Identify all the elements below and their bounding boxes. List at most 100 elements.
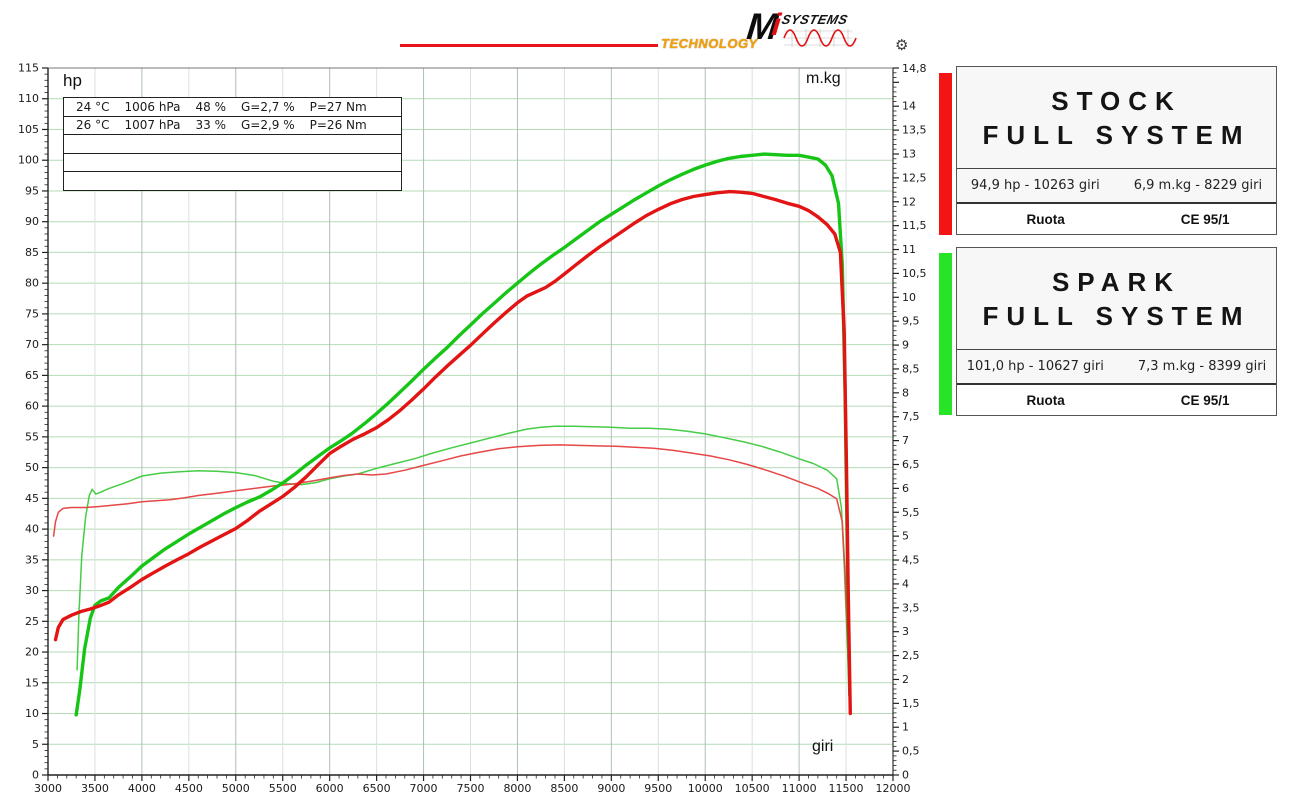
- svg-text:9500: 9500: [644, 782, 672, 795]
- svg-text:12000: 12000: [876, 782, 911, 795]
- brand-logo: M i SYSTEMS ⚙: [745, 6, 909, 54]
- env-row-4: [64, 152, 401, 172]
- svg-text:90: 90: [25, 215, 39, 228]
- svg-text:5000: 5000: [222, 782, 250, 795]
- x-axis-title: giri: [812, 738, 834, 755]
- svg-text:8000: 8000: [503, 782, 531, 795]
- svg-text:105: 105: [18, 123, 39, 136]
- svg-text:11: 11: [902, 243, 916, 256]
- svg-text:0,5: 0,5: [902, 745, 920, 758]
- curve-stock-torque: [52, 444, 851, 705]
- svg-text:8: 8: [902, 386, 909, 399]
- env-cell: 26 °C: [76, 118, 110, 133]
- env-cell: G=2,9 %: [240, 118, 295, 133]
- spark-footer-norm: CE 95/1: [1180, 392, 1230, 408]
- stock-footer-norm: CE 95/1: [1180, 211, 1230, 227]
- env-row-1: 24 °C 1006 hPa 48 % G=2,7 % P=27 Nm: [64, 98, 401, 116]
- svg-text:5,5: 5,5: [902, 506, 920, 519]
- spark-accent-bar: [939, 253, 952, 415]
- svg-text:10,5: 10,5: [902, 267, 927, 280]
- svg-text:30: 30: [25, 584, 39, 597]
- svg-text:3500: 3500: [81, 782, 109, 795]
- curve-spark-torque: [76, 425, 850, 671]
- svg-text:6: 6: [902, 482, 909, 495]
- svg-text:65: 65: [25, 369, 39, 382]
- svg-text:115: 115: [18, 62, 39, 75]
- svg-text:3,5: 3,5: [902, 601, 920, 614]
- svg-text:9000: 9000: [597, 782, 625, 795]
- env-cell: G=2,7 %: [240, 99, 295, 114]
- svg-text:10000: 10000: [688, 782, 723, 795]
- env-cell: 1006 hPa: [124, 99, 181, 114]
- svg-text:6500: 6500: [363, 782, 391, 795]
- svg-text:0: 0: [32, 769, 39, 782]
- svg-text:40: 40: [25, 523, 39, 536]
- svg-text:4: 4: [902, 577, 909, 590]
- svg-text:11,5: 11,5: [902, 219, 927, 232]
- right-axis-title: m.kg: [806, 70, 841, 87]
- gear-icon: ⚙: [895, 37, 909, 54]
- svg-text:11000: 11000: [782, 782, 817, 795]
- stock-card-title: STOCK FULL SYSTEM: [957, 67, 1276, 168]
- env-row-5: [64, 171, 401, 190]
- svg-text:1: 1: [902, 721, 909, 734]
- svg-text:4500: 4500: [175, 782, 203, 795]
- svg-text:20: 20: [25, 646, 39, 659]
- svg-text:10: 10: [902, 291, 916, 304]
- env-cell: 33 %: [195, 118, 226, 133]
- svg-text:5500: 5500: [269, 782, 297, 795]
- svg-text:14,8: 14,8: [902, 62, 927, 75]
- svg-text:6,5: 6,5: [902, 458, 920, 471]
- svg-text:7500: 7500: [457, 782, 485, 795]
- svg-text:4000: 4000: [128, 782, 156, 795]
- stock-peak-torque: 6,9 m.kg - 8229 giri: [1133, 178, 1263, 193]
- svg-text:45: 45: [25, 492, 39, 505]
- svg-text:85: 85: [25, 246, 39, 259]
- svg-text:110: 110: [18, 92, 39, 105]
- svg-text:7000: 7000: [410, 782, 438, 795]
- environment-data-table: 24 °C 1006 hPa 48 % G=2,7 % P=27 Nm 26 °C 1007…: [63, 97, 402, 191]
- stock-card-stats: 94,9 hp - 10263 giri 6,9 m.kg - 8229 gir…: [957, 168, 1276, 202]
- svg-text:80: 80: [25, 277, 39, 290]
- spark-card-title: SPARK FULL SYSTEM: [957, 248, 1276, 349]
- curve-stock-hp: [53, 189, 852, 716]
- svg-text:50: 50: [25, 461, 39, 474]
- spark-peak-torque: 7,3 m.kg - 8399 giri: [1137, 359, 1267, 374]
- curve-spark-hp: [74, 152, 852, 717]
- env-row-3: [64, 134, 401, 153]
- svg-text:3000: 3000: [34, 782, 62, 795]
- svg-text:60: 60: [25, 400, 39, 413]
- svg-text:5: 5: [32, 738, 39, 751]
- svg-text:3: 3: [902, 625, 909, 638]
- svg-text:7,5: 7,5: [902, 410, 920, 423]
- svg-text:7: 7: [902, 434, 909, 447]
- svg-text:9,5: 9,5: [902, 315, 920, 328]
- left-axis-title: hp: [63, 71, 82, 90]
- svg-text:13: 13: [902, 147, 916, 160]
- svg-text:1,5: 1,5: [902, 697, 920, 710]
- stock-title-line1: STOCK: [1051, 85, 1182, 116]
- spark-title-line2: FULL SYSTEM: [982, 300, 1251, 331]
- svg-text:55: 55: [25, 430, 39, 443]
- svg-text:11500: 11500: [829, 782, 864, 795]
- env-cell: 1007 hPa: [124, 118, 181, 133]
- env-cell: P=26 Nm: [309, 118, 367, 133]
- svg-text:4,5: 4,5: [902, 554, 920, 567]
- logo-underline: [400, 44, 658, 47]
- svg-text:14: 14: [902, 100, 916, 113]
- spark-footer-ruota: Ruota: [1026, 392, 1065, 408]
- svg-text:8,5: 8,5: [902, 362, 920, 375]
- svg-text:0: 0: [902, 769, 909, 782]
- spark-card-footer: Ruota CE 95/1: [957, 383, 1276, 415]
- svg-text:15: 15: [25, 676, 39, 689]
- spark-title-line1: SPARK: [1051, 266, 1182, 297]
- env-cell: 24 °C: [76, 99, 110, 114]
- svg-text:12,5: 12,5: [902, 171, 927, 184]
- svg-text:6000: 6000: [316, 782, 344, 795]
- svg-text:2: 2: [902, 673, 909, 686]
- spark-legend-card: SPARK FULL SYSTEM 101,0 hp - 10627 giri …: [956, 247, 1277, 416]
- svg-text:25: 25: [25, 615, 39, 628]
- stock-card-footer: Ruota CE 95/1: [957, 202, 1276, 234]
- env-cell: 48 %: [195, 99, 226, 114]
- stock-accent-bar: [939, 73, 952, 235]
